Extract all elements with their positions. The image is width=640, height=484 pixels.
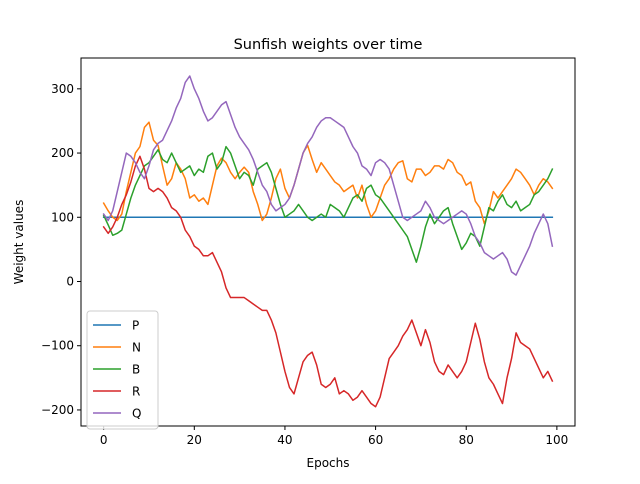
y-tick-label: 100 <box>51 210 74 224</box>
legend-label-r: R <box>132 385 140 399</box>
x-tick-label: 100 <box>545 433 568 447</box>
y-tick-label: 0 <box>66 274 74 288</box>
x-tick-label: 40 <box>277 433 292 447</box>
x-tick-label: 20 <box>187 433 202 447</box>
y-tick-label: 300 <box>51 82 74 96</box>
legend-label-b: B <box>132 363 140 377</box>
legend-label-n: N <box>132 341 141 355</box>
x-axis: 0 20 40 60 80 100 <box>100 426 568 447</box>
series-line-q <box>102 75 554 276</box>
x-axis-label: Epochs <box>307 456 350 470</box>
chart-title: Sunfish weights over time <box>234 37 423 53</box>
legend-box <box>86 310 159 430</box>
series-lines <box>102 75 554 408</box>
legend-label-p: P <box>132 319 139 333</box>
legend-label-q: Q <box>132 407 141 421</box>
x-tick-label: 0 <box>100 433 108 447</box>
series-line-r <box>102 155 554 408</box>
x-tick-label: 80 <box>459 433 474 447</box>
y-axis: −200 −100 0 100 200 300 <box>41 82 81 417</box>
y-tick-label: 200 <box>51 146 74 160</box>
y-tick-label: −100 <box>41 339 74 353</box>
x-tick-label: 60 <box>368 433 383 447</box>
series-line-b <box>102 145 554 263</box>
y-tick-label: −200 <box>41 403 74 417</box>
plot-frame <box>80 57 576 427</box>
y-axis-label: Weight values <box>12 200 26 285</box>
